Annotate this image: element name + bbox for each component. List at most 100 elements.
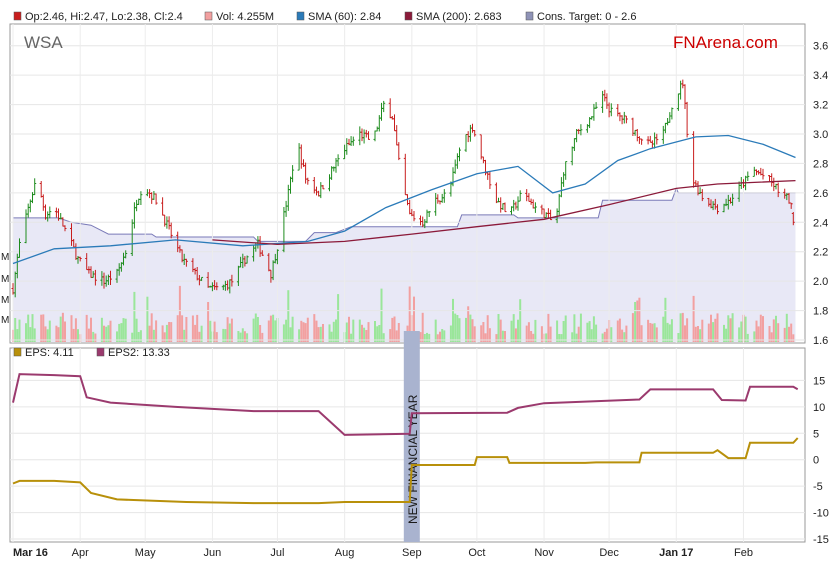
price-bar <box>700 189 704 202</box>
price-bar <box>412 211 416 222</box>
month-tick-label: Apr <box>72 547 89 559</box>
month-tick-label: Sep <box>402 547 422 559</box>
volume-bar <box>439 331 441 342</box>
volume-bar <box>64 321 66 342</box>
legend-item: Op:2.46, Hi:2.47, Lo:2.38, Cl:2.4 <box>13 11 183 23</box>
volume-bar <box>40 314 43 342</box>
volume-bar <box>230 318 233 342</box>
price-bar <box>93 269 97 286</box>
volume-bar <box>681 312 684 342</box>
price-tick-label: 1.6 <box>813 335 828 347</box>
moving-averages <box>12 134 796 265</box>
eps-tick-label: -15 <box>813 534 829 546</box>
price-tick-label: 2.4 <box>813 217 828 229</box>
volume-bar <box>788 326 790 342</box>
month-tick-label: May <box>135 547 156 559</box>
volume-bar <box>770 332 773 342</box>
price-bar <box>442 189 446 203</box>
volume-bar <box>345 322 348 342</box>
volume-bar <box>783 327 786 342</box>
volume-bar <box>785 313 788 342</box>
volume-bar <box>176 315 179 342</box>
price-bars <box>11 79 795 298</box>
volume-bar <box>183 329 186 342</box>
volume-bar <box>289 327 292 342</box>
volume-bar <box>664 297 667 342</box>
volume-bar <box>777 323 780 342</box>
volume-bar <box>85 314 88 342</box>
volume-bar <box>109 320 112 342</box>
volume-bar <box>428 333 431 342</box>
volume-bar <box>467 306 470 342</box>
volume-bar <box>228 323 231 342</box>
eps-tick-label: 5 <box>813 428 819 440</box>
volume-bar <box>239 332 242 342</box>
volume-bar <box>194 324 197 342</box>
price-bar <box>382 100 386 113</box>
volume-bar <box>727 315 730 342</box>
volume-bar <box>322 324 324 342</box>
volume-bar <box>287 290 290 342</box>
volume-bar <box>313 314 316 342</box>
volume-bar <box>285 319 288 342</box>
volume-bar <box>753 331 756 342</box>
legend-item: SMA (200): 2.683 <box>404 11 502 23</box>
legend-swatch <box>96 347 105 357</box>
volume-bar <box>792 334 795 342</box>
volume-bar <box>165 324 168 342</box>
volume-bar <box>92 331 95 342</box>
volume-tick-label: M <box>1 252 9 263</box>
volume-bar <box>729 318 732 342</box>
volume-bar <box>350 333 353 342</box>
volume-bar <box>395 330 398 342</box>
eps-lines <box>12 373 799 505</box>
volume-bar <box>72 328 75 342</box>
volume-bar <box>449 325 452 342</box>
volume-bar <box>118 323 121 342</box>
volume-bar <box>525 325 528 342</box>
volume-bar <box>256 317 259 342</box>
volume-bar <box>191 315 194 342</box>
volume-bar <box>269 315 272 342</box>
price-bar <box>791 212 795 226</box>
volume-bar <box>575 333 578 342</box>
volume-bar <box>315 320 318 342</box>
volume-bar <box>601 333 604 342</box>
price-bar <box>716 204 719 215</box>
volume-bar <box>456 315 459 342</box>
volume-bar <box>237 331 240 342</box>
volume-bar <box>744 316 747 342</box>
volume-bar <box>501 330 504 342</box>
volume-bar <box>302 322 305 342</box>
volume-bar <box>25 323 27 342</box>
volume-bar <box>330 331 333 342</box>
volume-bar <box>317 327 320 342</box>
volume-bar <box>48 320 51 342</box>
volume-bar <box>306 317 309 342</box>
volume-bar <box>365 330 368 342</box>
volume-bar <box>517 319 519 342</box>
price-bar <box>109 270 112 285</box>
price-bar <box>139 191 143 205</box>
volume-bar <box>592 316 595 342</box>
volume-bar <box>558 334 561 342</box>
month-tick-label: Nov <box>534 547 554 559</box>
volume-bar <box>714 318 717 342</box>
price-bar <box>291 165 295 183</box>
price-tick-label: 3.4 <box>813 70 828 82</box>
volume-bar <box>699 329 702 342</box>
price-bar <box>48 206 52 219</box>
volume-bar <box>540 326 543 342</box>
volume-bar <box>488 328 491 342</box>
volume-bar <box>328 324 331 342</box>
volume-bar <box>139 330 142 342</box>
volume-bar <box>272 314 275 342</box>
volume-bar <box>241 328 244 342</box>
price-bar <box>594 102 598 109</box>
volume-bar <box>638 297 641 342</box>
volume-bar <box>757 326 760 342</box>
price-bar <box>731 193 735 206</box>
price-bar <box>215 282 219 291</box>
volume-bar <box>382 333 385 342</box>
volume-bar <box>684 325 686 342</box>
